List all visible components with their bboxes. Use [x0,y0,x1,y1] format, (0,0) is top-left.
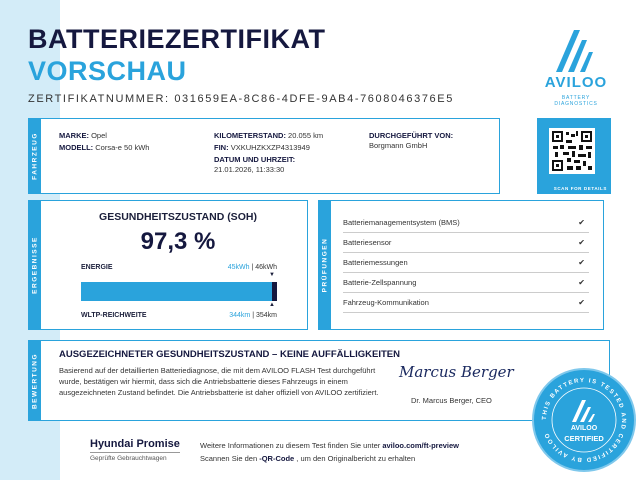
certified-seal: THIS BATTERY IS TESTED AND CERTIFIED BY … [532,368,636,472]
performed-by: DURCHGEFÜHRT VON: Borgmann GmbH [369,131,454,150]
rating-title: AUSGEZEICHNETER GESUNDHEITSZUSTAND – KEI… [59,349,400,360]
results-section: ERGEBNISSE GESUNDHEITSZUSTAND (SOH) 97,3… [28,200,308,330]
check-item: Batteriemanagementsystem (BMS) ✔ [343,215,589,233]
check-item: Fahrzeug-Kommunikation ✔ [343,295,589,313]
seal-ring-text: THIS BATTERY IS TESTED AND CERTIFIED BY … [542,378,625,462]
brand-name: AVILOO [544,74,608,91]
check-icon: ✔ [578,278,585,287]
checks-tab: PRÜFUNGEN [319,201,331,329]
seal-label: CERTIFIED [564,434,604,443]
signer-name: Dr. Marcus Berger, CEO [411,396,492,405]
rating-tab: BEWERTUNG [29,341,41,420]
check-item: Batteriesensor ✔ [343,235,589,253]
page-title: BATTERIEZERTIFIKAT [28,24,326,54]
aviloo-logo-icon [556,30,593,72]
check-icon: ✔ [578,258,585,267]
range-value: 344km | 354km [229,312,277,319]
check-label: Fahrzeug-Kommunikation [343,298,429,307]
vehicle-model: MODELL: Corsa-e 50 kWh [59,143,150,152]
rating-text: Basierend auf der detaillierten Batterie… [59,366,379,397]
check-label: Batteriesensor [343,238,392,247]
page-subtitle: VORSCHAU [28,56,187,86]
check-icon: ✔ [578,298,585,307]
check-label: Batterie-Zellspannung [343,278,417,287]
partner-logo: Hyundai Promise Geprüfte Gebrauchtwagen [90,438,180,462]
soh-bar-fill [81,282,272,301]
energy-label: ENERGIE [81,264,113,271]
check-icon: ✔ [578,238,585,247]
qr-label: SCAN FOR DETAILS [553,186,607,191]
soh-value: 97,3 % [140,228,216,255]
checks-section: PRÜFUNGEN Batteriemanagementsystem (BMS)… [318,200,604,330]
energy-marker-icon: ▼ [269,272,275,278]
test-date: DATUM UND UHRZEIT: 21.01.2026, 11:33:30 [214,155,296,174]
soh-title: GESUNDHEITSZUSTAND (SOH) [99,211,257,223]
brand-tagline: BATTERY DIAGNOSTICS [554,95,598,107]
results-tab: ERGEBNISSE [29,201,41,329]
check-label: Batteriemanagementsystem (BMS) [343,218,460,227]
check-item: Batterie-Zellspannung ✔ [343,275,589,293]
range-label: WLTP-REICHWEITE [81,312,147,319]
check-label: Batteriemessungen [343,258,408,267]
rating-section: BEWERTUNG AUSGEZEICHNETER GESUNDHEITSZUS… [28,340,610,421]
signature: Marcus Berger [399,363,514,381]
footer-info: Weitere Informationen zu diesem Test fin… [200,441,460,450]
seal-brand: AVILOO [570,425,598,432]
energy-value: 45kWh | 46kWh [227,264,277,271]
check-item: Batteriemessungen ✔ [343,255,589,273]
footer-qr-info: Scannen Sie den -QR-Code , um den Origin… [200,454,416,463]
partner-name: Hyundai Promise [90,438,180,453]
check-icon: ✔ [578,218,585,227]
qr-code-icon [549,128,595,174]
aviloo-logo: AVILOO BATTERY DIAGNOSTICS [540,30,612,110]
vehicle-vin: FIN: VXKUHZKXZP4313949 [214,143,310,152]
certificate-number: ZERTIFIKATNUMMER: 031659EA-8C86-4DFE-9AB… [28,93,454,105]
soh-bar [81,282,277,301]
vehicle-mileage: KILOMETERSTAND: 20.055 km [214,131,324,140]
footer-link[interactable]: aviloo.com/ft-preview [382,441,460,450]
qr-code-box[interactable]: SCAN FOR DETAILS [537,118,611,194]
vehicle-section: FAHRZEUG MARKE: Opel MODELL: Corsa-e 50 … [28,118,500,194]
partner-subtitle: Geprüfte Gebrauchtwagen [90,455,167,462]
range-marker-icon: ▲ [269,302,275,308]
vehicle-make: MARKE: Opel [59,131,107,140]
vehicle-tab: FAHRZEUG [29,119,41,193]
